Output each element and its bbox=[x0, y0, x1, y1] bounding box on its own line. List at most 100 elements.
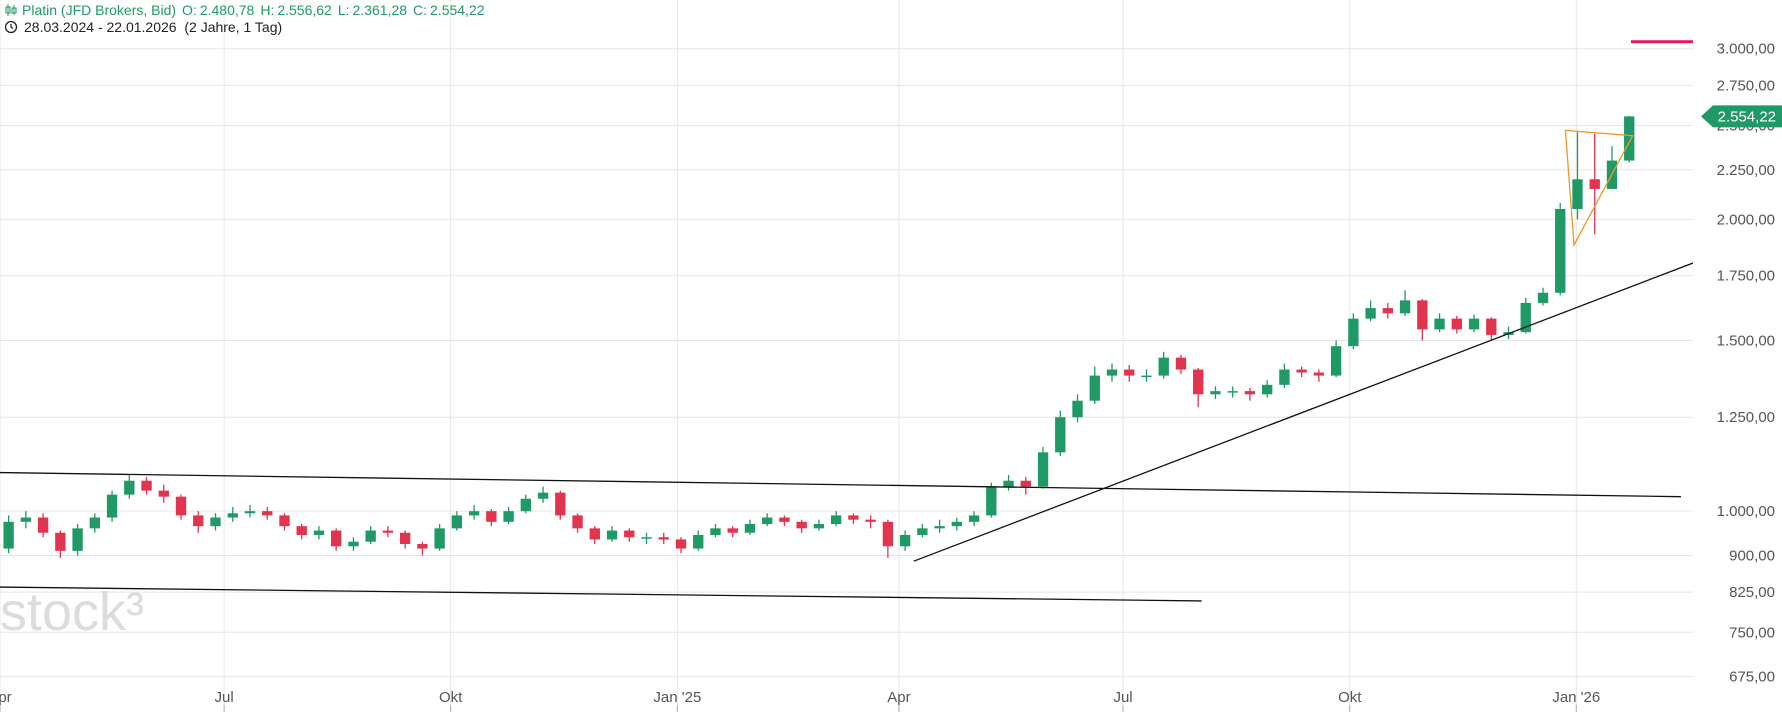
y-tick-label: 750,00 bbox=[1729, 624, 1775, 641]
y-tick-label: 825,00 bbox=[1729, 584, 1775, 601]
date-range: 28.03.2024 - 22.01.2026 (2 Jahre, 1 Tag) bbox=[24, 19, 283, 35]
candle-body bbox=[882, 521, 894, 547]
candle-body bbox=[968, 515, 980, 522]
candle-body bbox=[1124, 369, 1135, 376]
candle-body bbox=[1451, 318, 1462, 330]
candle-body bbox=[641, 537, 652, 539]
x-tick-label: Apr bbox=[887, 689, 910, 706]
y-tick-label: 2.000,00 bbox=[1717, 211, 1775, 228]
candle-body bbox=[158, 490, 169, 497]
candle-body bbox=[1089, 375, 1100, 401]
candle-body bbox=[744, 523, 756, 533]
candle-body bbox=[331, 530, 342, 547]
candle-body bbox=[1434, 318, 1445, 330]
candle-body bbox=[210, 517, 221, 527]
x-tick-label: Jan '26 bbox=[1552, 689, 1600, 706]
candle-body bbox=[124, 480, 135, 495]
candle-body bbox=[1382, 308, 1394, 314]
candle-body bbox=[20, 517, 32, 522]
candle-body bbox=[830, 515, 842, 524]
candle-body bbox=[279, 515, 290, 527]
trend-polygon bbox=[1564, 129, 1634, 248]
candle-body bbox=[710, 528, 721, 535]
candle-body bbox=[1055, 417, 1066, 453]
candle-body bbox=[3, 521, 14, 549]
candle-body bbox=[1020, 480, 1031, 487]
candle-body bbox=[1296, 369, 1307, 373]
candle-body bbox=[917, 528, 928, 535]
x-tick-label: Jan '25 bbox=[653, 689, 701, 706]
candle-body bbox=[106, 494, 118, 518]
x-tick-label: Jul bbox=[1113, 689, 1132, 706]
x-tick-label: Okt bbox=[439, 689, 463, 706]
candle-body bbox=[796, 521, 807, 529]
candle-body bbox=[503, 511, 514, 522]
candle-body bbox=[1520, 302, 1531, 333]
candle-body bbox=[37, 517, 49, 533]
candle-body bbox=[1210, 391, 1221, 395]
candle-body bbox=[1227, 391, 1238, 393]
candle-body bbox=[399, 532, 411, 544]
ohlc-key: L: bbox=[337, 2, 350, 18]
ohlc-key: O: bbox=[182, 2, 197, 18]
candle-body bbox=[848, 515, 859, 520]
y-tick-label: 1.000,00 bbox=[1717, 503, 1775, 520]
x-tick-label: Okt bbox=[1338, 689, 1362, 706]
ohlc-item: O: 2.480,78 bbox=[182, 2, 254, 18]
candle-body bbox=[193, 515, 204, 527]
y-tick-label: 1.250,00 bbox=[1717, 409, 1775, 426]
ohlc-value: 2.361,28 bbox=[352, 2, 408, 18]
candle-body bbox=[1589, 179, 1600, 189]
candle-body bbox=[675, 539, 687, 549]
ohlc-key: C: bbox=[413, 2, 428, 18]
candle-body bbox=[1365, 308, 1376, 319]
y-tick-label: 2.250,00 bbox=[1717, 162, 1775, 179]
y-tick-label: 2.750,00 bbox=[1717, 77, 1775, 94]
candle-body bbox=[865, 519, 876, 522]
candle-body bbox=[1141, 375, 1152, 378]
candle-body bbox=[1106, 369, 1118, 376]
trend-line bbox=[913, 262, 1693, 562]
ohlc-value: 2.556,62 bbox=[277, 2, 332, 18]
candle-body bbox=[624, 530, 635, 538]
candle-body bbox=[1244, 391, 1256, 395]
candle-body bbox=[227, 513, 238, 518]
candle-body bbox=[141, 480, 152, 491]
ohlc-value: 2.554,22 bbox=[430, 2, 485, 18]
candle-body bbox=[417, 543, 428, 549]
candle-body bbox=[1193, 369, 1204, 395]
candle-body bbox=[1279, 369, 1290, 385]
candle-body bbox=[1003, 480, 1014, 487]
candle-body bbox=[1417, 300, 1428, 330]
ohlc-value: 2.480,78 bbox=[199, 2, 255, 18]
candle-body bbox=[1037, 452, 1049, 487]
last-price-tag bbox=[1701, 105, 1782, 128]
trend-line bbox=[0, 586, 1202, 602]
watermark: stock³ bbox=[0, 582, 144, 642]
instrument: Platin (JFD Brokers, Bid) bbox=[22, 2, 177, 18]
ohlc-item: H: 2.556,62 bbox=[260, 2, 332, 18]
candle-body bbox=[727, 528, 738, 533]
candle-body bbox=[434, 528, 445, 549]
legend-header: Platin (JFD Brokers, Bid) O: 2.480,78 H: 2.… bbox=[4, 2, 491, 18]
candle-body bbox=[1537, 292, 1549, 303]
candle-body bbox=[555, 492, 566, 516]
candle-body bbox=[468, 511, 480, 516]
candle-body bbox=[606, 530, 618, 540]
candle-body bbox=[72, 528, 83, 551]
candle-body bbox=[1486, 318, 1497, 335]
candle-body bbox=[537, 492, 549, 499]
grid bbox=[0, 0, 1693, 705]
candle-body bbox=[520, 498, 532, 512]
ohlc-item: C: 2.554,22 bbox=[413, 2, 485, 18]
plot-area bbox=[0, 40, 1693, 602]
trend-line bbox=[0, 471, 1681, 498]
candle-body bbox=[986, 486, 997, 516]
candle-body bbox=[1624, 116, 1635, 161]
y-tick-label: 900,00 bbox=[1729, 548, 1775, 565]
candle-body bbox=[1555, 208, 1566, 293]
candle-body bbox=[693, 534, 704, 549]
axes: 675,00 750,00 825,00 900,00 1.000,00 1.250,00… bbox=[0, 41, 1782, 712]
